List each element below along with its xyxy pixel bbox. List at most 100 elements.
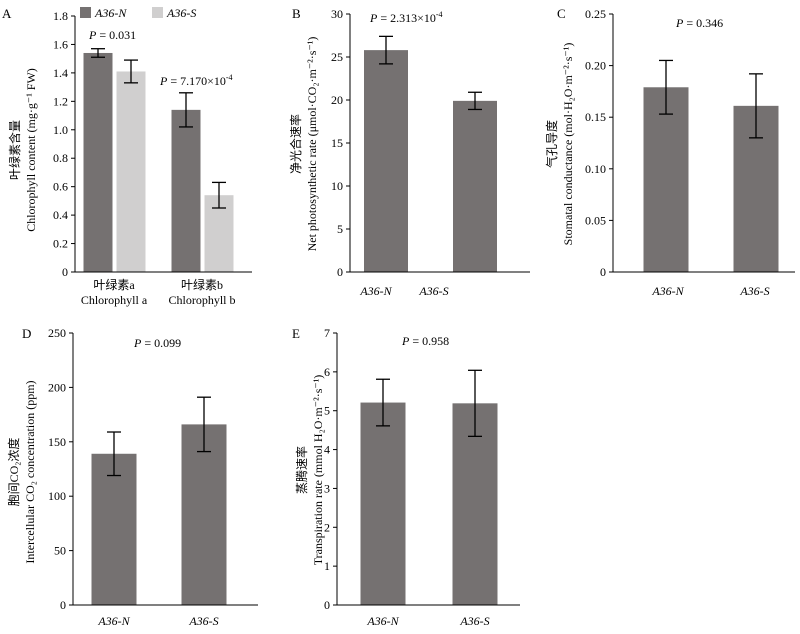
panel-label-a: A bbox=[2, 6, 12, 21]
category-label-en-a1: Chlorophyll a bbox=[81, 293, 148, 307]
bar bbox=[91, 453, 137, 605]
category-label-en-a2: Chlorophyll b bbox=[168, 293, 235, 307]
p-value-label-a2: P = 7.170×10-4 bbox=[159, 73, 233, 88]
y-axis-d: 0 50 100 150 200 250 bbox=[48, 326, 73, 612]
y-axis-b: 0 5 10 15 20 25 30 bbox=[331, 7, 350, 279]
y-axis-title-en-a: Chlorophyll content (mg·g⁻¹ FW) bbox=[24, 68, 38, 232]
y-tick-label: 200 bbox=[48, 380, 66, 394]
y-tick-label: 0.2 bbox=[53, 237, 68, 251]
y-tick-label: 10 bbox=[331, 179, 343, 193]
y-axis-title-e: 蒸腾速率 Transpiration rate (mmol H₂O·m⁻²·s⁻… bbox=[294, 375, 325, 566]
bars-d bbox=[91, 396, 227, 605]
y-tick-label: 1 bbox=[324, 559, 330, 573]
y-tick-label: 0.10 bbox=[585, 162, 606, 176]
y-tick-label: 100 bbox=[48, 489, 66, 503]
y-tick-label: 0.4 bbox=[53, 208, 68, 222]
y-tick-label: 15 bbox=[331, 136, 343, 150]
y-tick-label: 0 bbox=[60, 598, 66, 612]
legend-label-n: A36-N bbox=[94, 6, 127, 20]
y-tick-label: 1.4 bbox=[53, 66, 68, 80]
y-axis-title-cn-d: 胞间CO₂浓度 bbox=[6, 438, 21, 507]
y-tick-label: 25 bbox=[331, 50, 343, 64]
y-axis-e: 0 1 2 3 4 5 6 7 bbox=[324, 326, 337, 612]
y-axis-title-cn-c: 气孔导度 bbox=[544, 120, 559, 168]
y-tick-label: 0 bbox=[600, 265, 606, 279]
y-tick-label: 1.2 bbox=[53, 94, 68, 108]
category-label-e2: A36-S bbox=[459, 614, 489, 628]
panel-d: D 胞间CO₂浓度 Intercellular CO₂ concentratio… bbox=[6, 326, 258, 628]
y-axis-title-en-d: Intercellular CO₂ concentration (ppm) bbox=[23, 380, 37, 563]
bars-c bbox=[643, 59, 779, 273]
p-value-label-a1: P = 0.031 bbox=[88, 28, 136, 42]
y-tick-label: 2 bbox=[324, 520, 330, 534]
y-tick-label: 20 bbox=[331, 93, 343, 107]
y-axis-title-a: 叶绿素含量 Chlorophyll content (mg·g⁻¹ FW) bbox=[7, 68, 38, 232]
y-tick-label: 0.15 bbox=[585, 110, 606, 124]
y-axis-title-d: 胞间CO₂浓度 Intercellular CO₂ concentration … bbox=[6, 380, 37, 563]
panel-a: A 叶绿素含量 Chlorophyll content (mg·g⁻¹ FW) … bbox=[2, 6, 252, 307]
y-axis-title-c: 气孔导度 Stomatal conductance (mol·H₂O·m⁻²·s… bbox=[544, 43, 575, 246]
bars-b bbox=[364, 35, 497, 273]
y-axis-title-cn-b: 净光合速率 bbox=[288, 114, 303, 174]
category-label-b1: A36-N bbox=[359, 284, 392, 298]
y-tick-label: 0.6 bbox=[53, 180, 68, 194]
panel-b: B 净光合速率 Net photosynthetic rate (μmol·CO… bbox=[288, 6, 530, 298]
y-tick-label: 250 bbox=[48, 326, 66, 340]
p-value-label-d: P = 0.099 bbox=[133, 336, 181, 350]
y-tick-label: 5 bbox=[324, 404, 330, 418]
y-tick-label: 7 bbox=[324, 326, 330, 340]
y-axis-title-b: 净光合速率 Net photosynthetic rate (μmol·CO₂·… bbox=[288, 37, 319, 252]
y-axis-title-cn-e: 蒸腾速率 bbox=[294, 446, 309, 494]
bar bbox=[453, 100, 497, 272]
bars-a bbox=[83, 48, 234, 272]
panel-label-b: B bbox=[292, 6, 301, 21]
bar bbox=[643, 87, 689, 272]
p-value-label-e: P = 0.958 bbox=[401, 334, 449, 348]
panel-label-d: D bbox=[22, 326, 31, 341]
category-label-c1: A36-N bbox=[651, 284, 684, 298]
panel-label-e: E bbox=[292, 326, 300, 341]
y-tick-label: 1.6 bbox=[53, 37, 68, 51]
bar bbox=[171, 109, 201, 272]
y-axis-title-cn-a: 叶绿素含量 bbox=[7, 120, 22, 180]
bar bbox=[116, 71, 146, 272]
category-label-c2: A36-S bbox=[739, 284, 769, 298]
category-label-cn-a2: 叶绿素b bbox=[181, 277, 223, 292]
y-tick-label: 0 bbox=[337, 265, 343, 279]
y-tick-label: 1.8 bbox=[53, 9, 68, 23]
y-tick-label: 30 bbox=[331, 7, 343, 21]
y-tick-label: 1.0 bbox=[53, 123, 68, 137]
y-axis-title-en-c: Stomatal conductance (mol·H₂O·m⁻²·s⁻¹) bbox=[561, 43, 575, 246]
y-axis-a: 0 0.2 0.4 0.6 0.8 1.0 1.2 1.4 1.6 1.8 bbox=[53, 9, 75, 279]
panel-e: E 蒸腾速率 Transpiration rate (mmol H₂O·m⁻²·… bbox=[292, 326, 520, 628]
bar bbox=[360, 402, 406, 605]
y-tick-label: 4 bbox=[324, 443, 330, 457]
panel-label-c: C bbox=[557, 6, 566, 21]
y-axis-c: 0 0.05 0.10 0.15 0.20 0.25 bbox=[585, 7, 613, 279]
y-tick-label: 3 bbox=[324, 481, 330, 495]
y-tick-label: 0 bbox=[62, 265, 68, 279]
y-tick-label: 150 bbox=[48, 435, 66, 449]
legend-label-s: A36-S bbox=[166, 6, 196, 20]
y-tick-label: 6 bbox=[324, 365, 330, 379]
category-label-cn-a1: 叶绿素a bbox=[93, 277, 135, 292]
category-label-e1: A36-N bbox=[366, 614, 399, 628]
y-tick-label: 50 bbox=[54, 544, 66, 558]
y-tick-label: 0.20 bbox=[585, 59, 606, 73]
bar bbox=[83, 52, 113, 272]
category-label-d2: A36-S bbox=[188, 614, 218, 628]
bar bbox=[364, 50, 408, 273]
y-tick-label: 0.8 bbox=[53, 151, 68, 165]
bars-e bbox=[360, 369, 498, 605]
panel-c: C 气孔导度 Stomatal conductance (mol·H₂O·m⁻²… bbox=[544, 6, 795, 298]
y-axis-title-en-e: Transpiration rate (mmol H₂O·m⁻²·s⁻¹) bbox=[311, 375, 325, 566]
y-tick-label: 0 bbox=[324, 598, 330, 612]
y-tick-label: 5 bbox=[337, 222, 343, 236]
bar bbox=[181, 424, 227, 605]
p-value-label-b: P = 2.313×10-4 bbox=[369, 10, 443, 25]
category-label-d1: A36-N bbox=[97, 614, 130, 628]
legend-swatch-n bbox=[80, 7, 91, 18]
legend-swatch-s bbox=[152, 7, 163, 18]
y-axis-title-en-b: Net photosynthetic rate (μmol·CO₂·m⁻²·s⁻… bbox=[305, 37, 319, 252]
